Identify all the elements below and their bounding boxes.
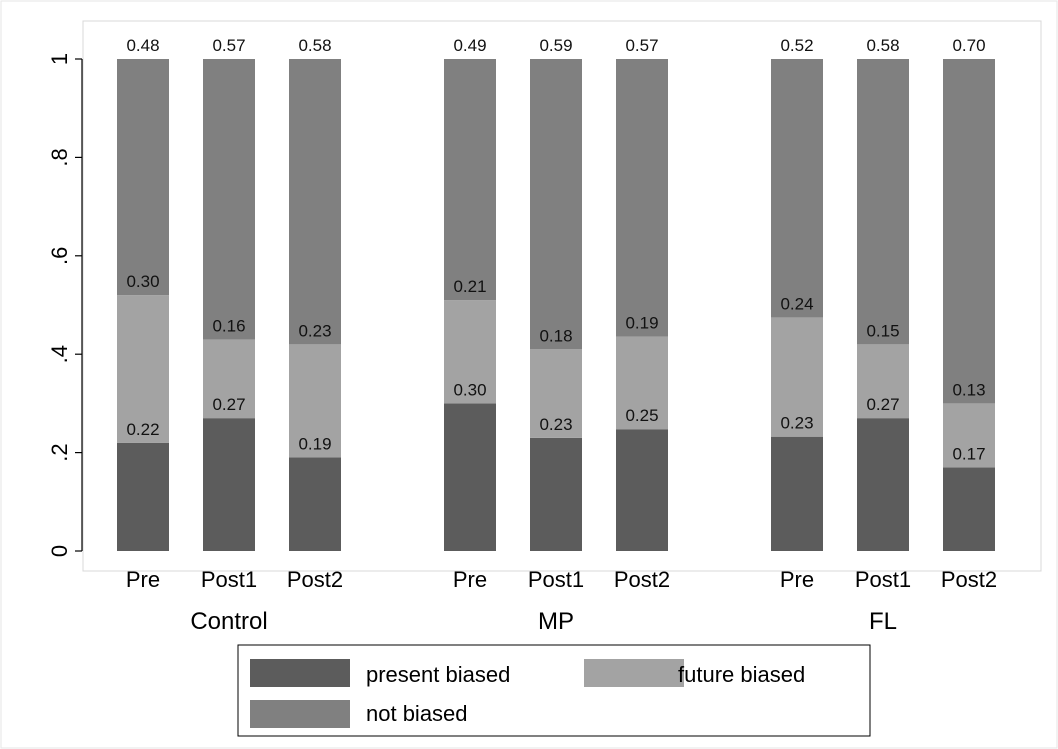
y-tick-label: 1 <box>47 53 72 65</box>
value-label: 0.59 <box>539 36 572 55</box>
value-label: 0.24 <box>780 294 813 313</box>
value-label: 0.30 <box>453 380 486 399</box>
value-label: 0.25 <box>625 406 658 425</box>
bar-segment-future-biased <box>771 317 823 437</box>
value-label: 0.58 <box>866 36 899 55</box>
value-label: 0.58 <box>298 36 331 55</box>
value-label: 0.13 <box>952 380 985 399</box>
y-axis: 0 .2 .4 .6 .8 1 <box>47 53 83 557</box>
value-labels-layer: 0.22 0.30 0.48 0.27 0.16 0.57 0.19 0.23 0.58 0.30… <box>126 36 985 463</box>
value-label: 0.23 <box>539 415 572 434</box>
value-label: 0.57 <box>625 36 658 55</box>
bar-segment-present-biased <box>203 418 255 551</box>
bar-segment-not-biased <box>616 59 668 337</box>
bar-segment-not-biased <box>771 59 823 318</box>
bar-segment-present-biased <box>530 437 582 551</box>
bar-segment-present-biased <box>616 429 668 551</box>
bar-segment-not-biased <box>289 59 341 345</box>
value-label: 0.52 <box>780 36 813 55</box>
category-label: Post1 <box>855 567 911 592</box>
category-label: Pre <box>453 567 487 592</box>
y-tick-label: .2 <box>47 443 72 461</box>
bar-segment-present-biased <box>117 442 169 551</box>
value-label: 0.48 <box>126 36 159 55</box>
bar-segment-present-biased <box>943 467 995 551</box>
group-label: FL <box>869 608 897 635</box>
category-label: Post2 <box>287 567 343 592</box>
value-label: 0.19 <box>298 435 331 454</box>
value-label: 0.49 <box>453 36 486 55</box>
group-label: Control <box>190 608 267 635</box>
value-label: 0.23 <box>298 321 331 340</box>
value-label: 0.16 <box>212 316 245 335</box>
group-label: MP <box>538 608 574 635</box>
value-label: 0.70 <box>952 36 985 55</box>
bar-segment-not-biased <box>444 59 496 301</box>
y-tick-label: .6 <box>47 247 72 265</box>
bar-segment-not-biased <box>943 59 995 404</box>
legend-swatch <box>250 700 350 728</box>
category-label: Post2 <box>941 567 997 592</box>
category-label: Post2 <box>614 567 670 592</box>
category-label: Pre <box>126 567 160 592</box>
bar-segment-future-biased <box>203 339 255 419</box>
value-label: 0.27 <box>866 395 899 414</box>
y-tick-label: .8 <box>47 148 72 166</box>
bar-segment-future-biased <box>117 295 169 443</box>
bar-segment-future-biased <box>530 349 582 438</box>
value-label: 0.21 <box>453 277 486 296</box>
legend-swatch <box>250 659 350 687</box>
legend-label: future biased <box>678 662 805 687</box>
bar-segment-present-biased <box>444 403 496 551</box>
bars-layer <box>117 59 995 551</box>
bar-segment-present-biased <box>771 436 823 551</box>
y-tick-label: .4 <box>47 345 72 363</box>
bar-segment-future-biased <box>616 336 668 430</box>
bar-segment-future-biased <box>289 344 341 458</box>
value-label: 0.15 <box>866 321 899 340</box>
value-label: 0.57 <box>212 36 245 55</box>
legend-label: present biased <box>366 662 510 687</box>
legend: present biased future biased not biased <box>237 644 871 737</box>
bar-segment-present-biased <box>289 457 341 551</box>
value-label: 0.27 <box>212 395 245 414</box>
bar-segment-not-biased <box>203 59 255 340</box>
value-label: 0.17 <box>952 444 985 463</box>
bar-segment-future-biased <box>444 300 496 404</box>
value-label: 0.30 <box>126 272 159 291</box>
value-label: 0.18 <box>539 326 572 345</box>
value-label: 0.23 <box>780 414 813 433</box>
bar-segment-future-biased <box>857 344 909 419</box>
legend-label: not biased <box>366 701 468 726</box>
category-label: Post1 <box>528 567 584 592</box>
bar-segment-future-biased <box>943 403 995 468</box>
bar-segment-present-biased <box>857 418 909 551</box>
category-label: Pre <box>780 567 814 592</box>
y-tick-label: 0 <box>47 545 72 557</box>
bar-segment-not-biased <box>857 59 909 345</box>
value-label: 0.22 <box>126 420 159 439</box>
legend-swatch <box>584 659 684 687</box>
x-axis-labels: Pre Post1 Post2 Control Pre Post1 Post2 MP Pre Po… <box>126 567 997 635</box>
bar-segment-not-biased <box>117 59 169 296</box>
category-label: Post1 <box>201 567 257 592</box>
value-label: 0.19 <box>625 314 658 333</box>
bar-segment-not-biased <box>530 59 582 350</box>
